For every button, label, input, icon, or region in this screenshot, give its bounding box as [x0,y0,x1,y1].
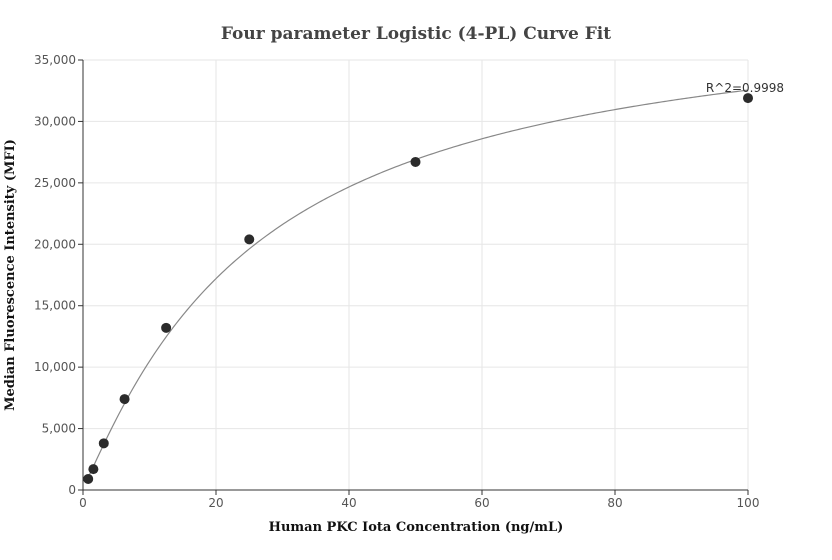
x-axis-label: Human PKC Iota Concentration (ng/mL) [269,520,564,535]
axis-layer [82,60,748,491]
x-tick-label-1: 20 [208,496,223,510]
data-point-2 [98,438,109,449]
x-tick-label-2: 40 [341,496,356,510]
data-point-1 [88,464,99,475]
point-layer [83,93,753,484]
y-tick-label-3: 15,000 [34,299,76,313]
x-tick-label-0: 0 [79,496,87,510]
y-tick-label-7: 35,000 [34,53,76,67]
y-tick-label-4: 20,000 [34,237,76,251]
data-point-3 [119,394,130,405]
x-tick-label-5: 100 [737,496,760,510]
y-tick-label-1: 5,000 [42,422,76,436]
grid-layer [83,59,749,490]
data-point-4 [161,322,172,333]
fit-curve [87,89,749,478]
r-squared-annotation: R^2=0.9998 [706,81,784,95]
chart-title: Four parameter Logistic (4-PL) Curve Fit [221,24,611,44]
y-tick-label-0: 0 [68,483,76,497]
data-point-0 [83,473,94,484]
x-tick-label-3: 60 [474,496,489,510]
x-tick-label-4: 80 [607,496,622,510]
y-axis-label: Median Fluorescence Intensity (MFI) [3,139,18,411]
y-tick-label-6: 30,000 [34,114,76,128]
y-tick-label-2: 10,000 [34,360,76,374]
tick-layer: 0 20 40 60 80 100 0 5,000 10,000 15,000 20,000 25,0… [34,53,759,510]
data-point-6 [410,156,421,167]
data-point-7 [743,93,753,104]
y-tick-label-5: 25,000 [34,176,76,190]
data-point-5 [244,234,255,245]
